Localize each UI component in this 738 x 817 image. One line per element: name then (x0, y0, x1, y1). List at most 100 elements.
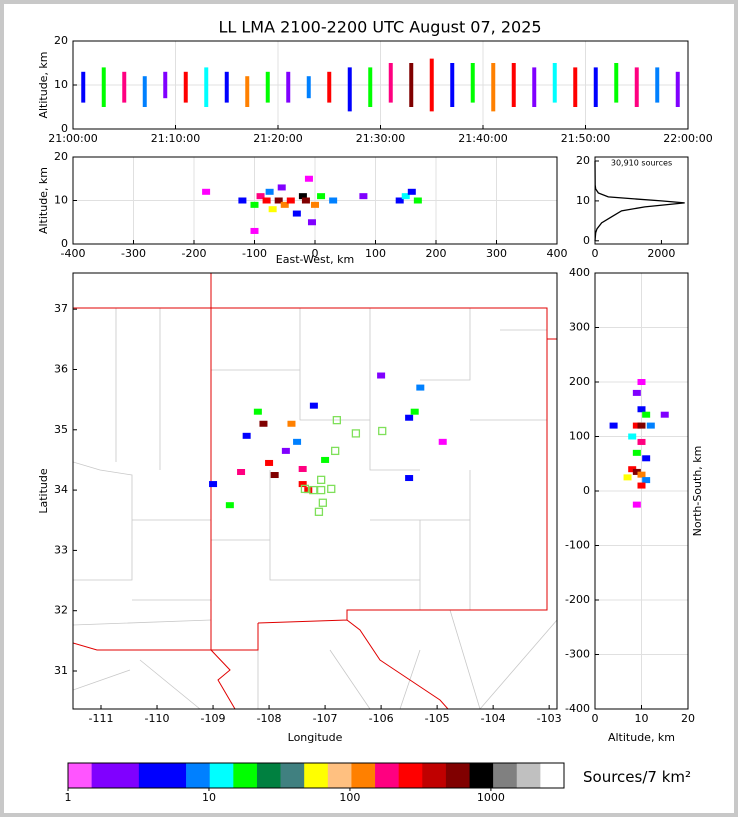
x-tick-label: -110 (145, 712, 170, 725)
panel-frame (594, 156, 689, 245)
colorbar-swatch (398, 763, 423, 788)
y-tick-label: 300 (569, 321, 590, 334)
source-cell (642, 477, 651, 484)
station (327, 484, 336, 494)
y-axis-label: Altitude, km (37, 51, 50, 118)
colorbar-swatch (445, 763, 470, 788)
panel-frame (72, 272, 558, 710)
x-tick-label: -200 (182, 247, 207, 260)
x-tick-label: 100 (365, 247, 386, 260)
source-cell (225, 502, 234, 509)
station (317, 485, 326, 495)
y-tick-label: -100 (565, 539, 590, 552)
source-cell (281, 447, 290, 454)
station (309, 485, 318, 495)
x-tick-label: -103 (537, 712, 562, 725)
altitude-histogram (594, 160, 685, 241)
y-axis-label: Latitude (37, 468, 50, 514)
colorbar-swatch (186, 763, 211, 788)
colorbar-tick-label: 100 (339, 791, 360, 804)
y-axis-label: Altitude, km (37, 167, 50, 234)
source-cell (416, 384, 425, 391)
source-cell (209, 481, 218, 488)
source-cell (317, 193, 326, 200)
y-tick-label: 33 (54, 543, 68, 556)
source-cell (623, 474, 632, 481)
source-cell (410, 408, 419, 415)
background (4, 4, 734, 813)
colorbar-swatch (375, 763, 399, 788)
colorbar-swatch (115, 763, 140, 788)
x-tick-label: 21:30:00 (356, 132, 405, 145)
y-tick-label: 0 (61, 122, 68, 135)
source-cell (637, 471, 646, 478)
x-tick-label: 200 (426, 247, 447, 260)
y-tick-label: 20 (576, 154, 590, 167)
station (300, 484, 310, 494)
y-tick-label: 400 (569, 266, 590, 279)
source-cell (298, 465, 307, 472)
x-tick-label: -107 (313, 712, 338, 725)
state-borders (73, 273, 557, 709)
source-cell (632, 389, 641, 396)
source-cell (405, 414, 414, 421)
source-cell (304, 175, 313, 182)
source-cell (311, 201, 319, 208)
x-tick-label: -106 (369, 712, 394, 725)
y-tick-label: 34 (54, 483, 68, 496)
source-cell (298, 481, 307, 488)
source-cell (277, 184, 286, 191)
panel-frame (72, 156, 558, 245)
y-tick-label: 10 (576, 194, 590, 207)
source-cell (609, 422, 618, 429)
source-cell (438, 438, 447, 445)
title: LL LMA 2100-2200 UTC August 07, 2025 (218, 18, 541, 37)
source-cell (637, 438, 646, 445)
x-tick-label: 10 (635, 712, 649, 725)
x-axis-label: Longitude (288, 731, 343, 744)
source-cell (265, 459, 274, 466)
source-cell (359, 193, 368, 200)
source-cell (265, 188, 274, 195)
source-cell (632, 449, 641, 456)
map-lines (73, 273, 557, 709)
panel: 0 2000 0 10 20 (576, 154, 675, 260)
colorbar-label: Sources/7 km² (583, 768, 691, 786)
annotation: 30,910 sources (611, 159, 672, 168)
station (331, 446, 340, 456)
source-cell (377, 372, 386, 379)
y-tick-label: 20 (54, 34, 68, 47)
x-tick-label: -100 (242, 247, 267, 260)
y-tick-label: 0 (583, 234, 590, 247)
x-tick-label: 300 (486, 247, 507, 260)
colorbar-tick-label: 10 (202, 791, 216, 804)
station (314, 507, 324, 516)
y-tick-label: -400 (565, 702, 590, 715)
panel-frame (594, 272, 689, 710)
station (332, 415, 341, 425)
colorbar-swatch (162, 763, 187, 788)
x-tick-label: 0 (312, 247, 319, 260)
x-tick-label: 21:50:00 (561, 132, 610, 145)
panel: -111 -110 -109 -108 -107 -106 -105 -104 -103 31 32… (54, 302, 562, 725)
source-cell (237, 469, 246, 476)
source-cell (637, 482, 646, 489)
y-tick-label: 10 (54, 194, 68, 207)
x-tick-label: -105 (425, 712, 450, 725)
y-tick-label: 31 (54, 664, 68, 677)
source-cell (309, 402, 318, 409)
colorbar-swatch (256, 763, 281, 788)
colorbar-swatch (327, 763, 352, 788)
x-tick-label: 20 (681, 712, 695, 725)
y-tick-label: 37 (54, 302, 68, 315)
colorbar-swatch (304, 763, 329, 788)
source-cell (632, 422, 641, 429)
source-cell (286, 197, 295, 204)
source-cell (628, 433, 637, 440)
x-tick-label: -300 (121, 247, 146, 260)
station (317, 475, 326, 484)
colorbar-frame (67, 762, 565, 789)
x-tick-label: 21:20:00 (253, 132, 302, 145)
x-tick-label: 2000 (647, 247, 675, 260)
